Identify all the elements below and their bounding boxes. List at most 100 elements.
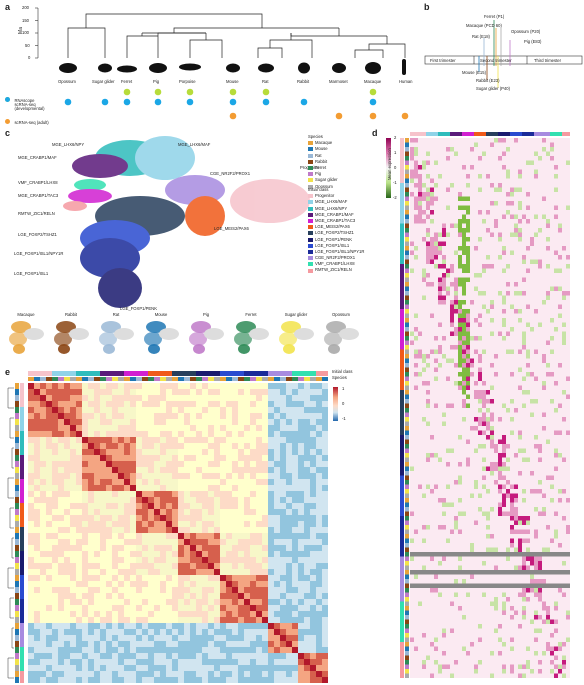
panel-d-colorbar [386, 138, 391, 198]
macaque-icon [365, 62, 381, 74]
timeline-annotation: Pig (E83) [524, 39, 542, 44]
mouse-icon [226, 63, 240, 73]
class-legend: Initial class Progenitor MGE_LHX6/MAF MGE_… [308, 187, 364, 274]
cluster-label: LGE_FOXP2/TSHZ1 [18, 232, 57, 237]
mini-umap-label: Sugar glider [284, 312, 308, 317]
cluster-label: MGE_LHX6/NPY [52, 142, 85, 147]
ytick: 100 [22, 30, 29, 35]
method-dot [101, 98, 109, 106]
method-dot [186, 98, 194, 106]
class-legend-item: MGE_CRABP1/MAF [308, 212, 364, 218]
annotation-bar-label: Species [332, 375, 347, 380]
legend-swatch [308, 184, 313, 189]
mini-umap-plot [99, 321, 134, 355]
panel-c: MGE_LHX6/NPY MGE_LHX6/MAF MGE_CRABP1/MAF… [0, 128, 370, 368]
rat-icon [258, 63, 274, 73]
panel-e: Initial class Species 1 0 -1 [0, 367, 372, 685]
mini-umap-plot [54, 321, 89, 355]
species-legend-item: Rabbit [308, 159, 338, 165]
legend-swatch [308, 249, 313, 254]
phylogeny-tree [35, 7, 406, 59]
legend-swatch [308, 225, 313, 230]
method-row-dev: scRNA-seq (developmental) [5, 97, 47, 115]
cluster-label: MGE_CRABP1/TAC3 [18, 193, 59, 198]
panel-d: 2 1 0 -1 -2 Mean expression [380, 128, 584, 685]
method-dot [229, 112, 237, 120]
method-dot [154, 88, 162, 96]
ytick: 50 [25, 42, 30, 48]
mini-umap-label: Rabbit [64, 312, 78, 317]
pig-icon [149, 63, 167, 73]
cluster-lge-meis2 [185, 196, 225, 236]
cluster-label: LGE_FOXP1/ISL1 [14, 271, 49, 276]
cluster-progenitor [230, 179, 310, 223]
cluster-mge-crabp1-maf [72, 154, 128, 178]
method-dot [369, 112, 377, 120]
species-legend-item: Rat [308, 153, 338, 159]
species-name: Human [399, 79, 413, 84]
mini-umap: Mouse [139, 312, 183, 361]
class-legend-item: RMTW_ZIC1/RELN [308, 267, 364, 273]
species-name: Porpoise [179, 79, 196, 84]
method-dot [154, 98, 162, 106]
cluster-label: MGE_LHX6/MAF [178, 142, 211, 147]
method-dot [64, 98, 72, 106]
mini-umap-label: Rat [112, 312, 120, 317]
panel-b: Ferret (P1) Macaque (PCD 60) Opossum (P2… [424, 0, 584, 125]
cluster-label: RMTW_ZIC1/RELN [18, 211, 55, 216]
panel-e-colorbar [333, 387, 338, 421]
legend-swatch [308, 206, 313, 211]
class-legend-item: LGE_MEIS2/PAX6 [308, 224, 364, 230]
legend-label: Sugar glider [315, 177, 338, 183]
mini-umap-plot [9, 321, 44, 355]
legend-label: Rat [315, 152, 322, 158]
method-label: scRNA-seq (adult) [14, 120, 49, 125]
species-legend-item: Sugar glider [308, 177, 338, 183]
annotation-bar-label: Initial class [332, 369, 353, 374]
species-name: Marmoset [329, 79, 348, 84]
porpoise-icon [179, 63, 201, 71]
legend-label: RMTW_ZIC1/RELN [315, 267, 352, 273]
species-legend-item: Pig [308, 171, 338, 177]
legend-label: LGE_FOXP1/PENK [315, 236, 353, 242]
method-dot [262, 98, 270, 106]
panel-label-b: b [424, 2, 430, 12]
legend-label: Rabbit [315, 158, 328, 164]
class-legend-item: LGE_FOXP2/TSHZ1 [308, 230, 364, 236]
species-legend-item: Mouse [308, 146, 338, 152]
legend-swatch [308, 212, 313, 217]
colorbar-tick: 0 [342, 401, 345, 406]
correlation-heatmap [7, 371, 328, 683]
method-dot [369, 88, 377, 96]
legend-label: LGE_FOXP1/ISL1/NPY1R [315, 248, 365, 254]
cluster-mge-lhx6-maf [135, 136, 195, 180]
cluster-label: MGE_CRABP1/MAF [18, 155, 57, 160]
species-name: Rat [262, 79, 269, 84]
mini-umap-label: Opossum [332, 312, 350, 317]
trimester-label: Third trimester [534, 58, 561, 63]
opossum-icon [59, 63, 77, 73]
legend-label: MGE_CRABP1/MAF [315, 211, 354, 217]
species-legend-item: Macaque [308, 140, 338, 146]
ferret-icon [117, 65, 137, 73]
method-label: scRNA-seq (developmental) [14, 101, 45, 111]
legend-label: LGE_FOXP2/TSHZ1 [315, 230, 354, 236]
panel-label-d: d [372, 128, 378, 138]
legend-swatch [308, 262, 313, 267]
trimester-label: First trimester [430, 58, 456, 63]
class-legend-item: LGE_FOXP1/ISL1/NPY1R [308, 249, 364, 255]
mini-umap: Rat [94, 312, 138, 361]
species-name: Rabbit [297, 79, 310, 84]
legend-swatch [308, 219, 313, 224]
adult-legend-dot [5, 119, 10, 124]
legend-swatch [308, 231, 313, 236]
method-label: RNAscope [14, 98, 35, 103]
method-dot [369, 98, 377, 106]
legend-label: Opossum [315, 183, 333, 189]
mini-umap-plot [324, 321, 359, 355]
species-name: Mouse [226, 79, 239, 84]
mini-umap-plot [234, 321, 269, 355]
cluster-lge-foxp1-isl1-npy1r [80, 238, 140, 278]
cluster-label: LGE_FOXP1/PENK [120, 306, 158, 311]
sugar-glider-icon [98, 63, 112, 73]
